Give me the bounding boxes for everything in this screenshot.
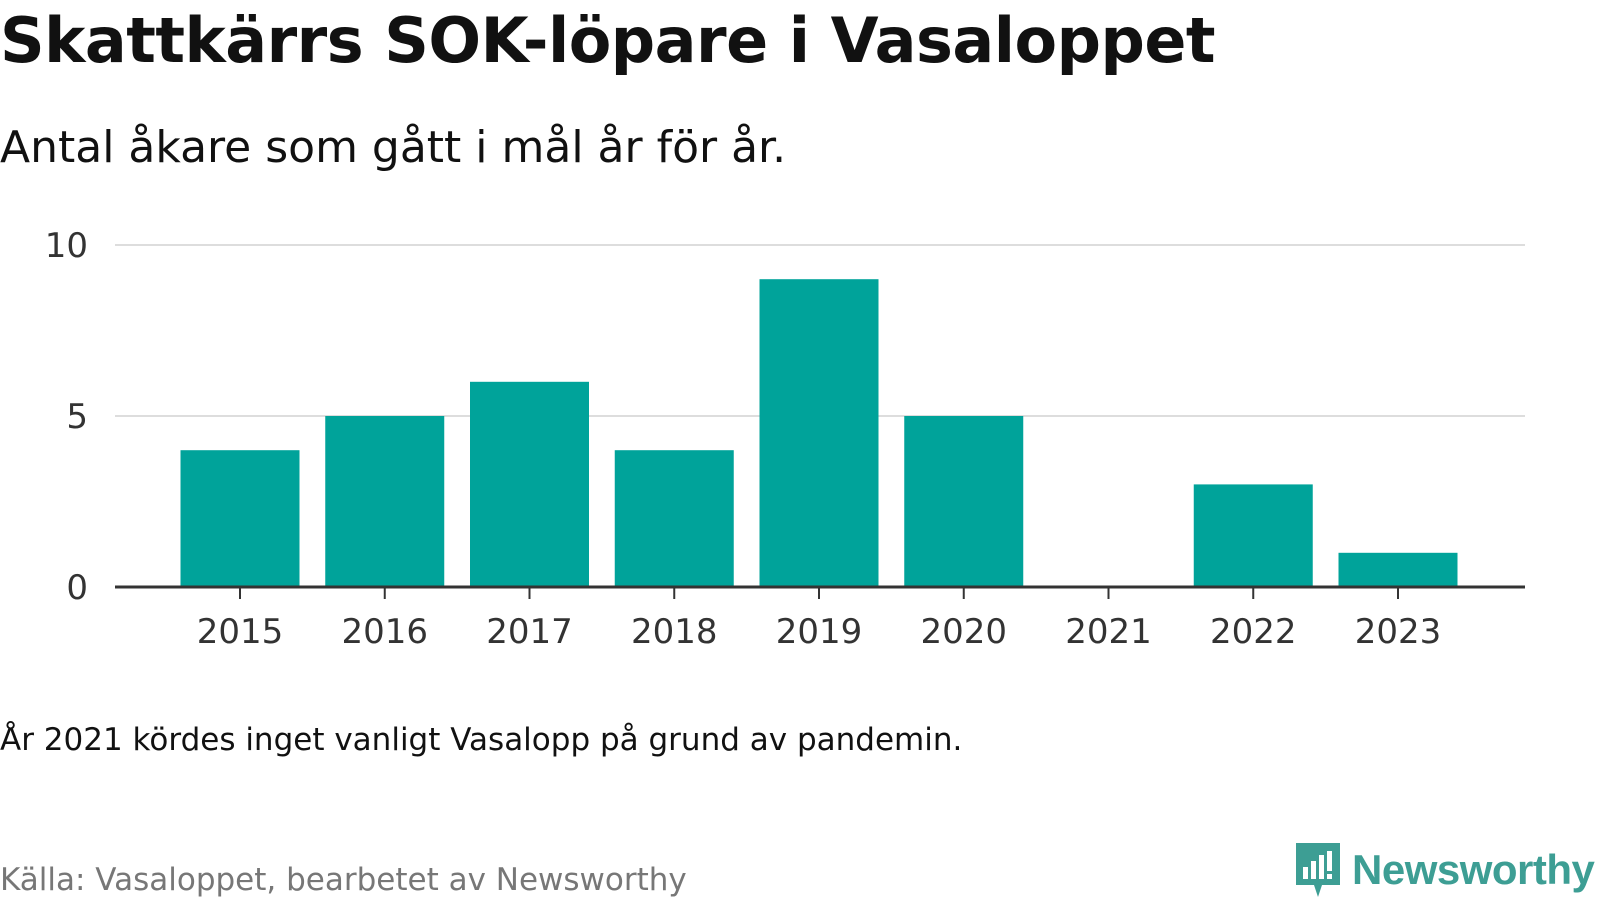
- bar-chart: 0 5 10 2015 2016 2017 2018 2019 2020 2021 2022 2023: [45, 226, 1525, 652]
- x-tick-label: 2018: [631, 612, 718, 652]
- bar-2023: [1338, 552, 1458, 587]
- bar-2015: [180, 450, 300, 587]
- bar-2020: [904, 416, 1024, 587]
- x-tick-label: 2015: [197, 612, 284, 652]
- x-tick-label: 2021: [1065, 612, 1152, 652]
- source-text: Källa: Vasaloppet, bearbetet av Newswort…: [0, 862, 687, 898]
- bar-2017: [470, 381, 589, 587]
- x-tick-label: 2020: [920, 612, 1007, 652]
- y-tick-label: 5: [66, 397, 88, 437]
- y-tick-label: 10: [45, 226, 88, 266]
- x-tick-label: 2016: [341, 612, 428, 652]
- bars: [180, 279, 1458, 587]
- newsworthy-logo[interactable]: Newsworthy: [1292, 842, 1595, 898]
- newsworthy-logo-icon: [1296, 843, 1340, 897]
- chart-note: År 2021 kördes inget vanligt Vasalopp på…: [0, 722, 963, 758]
- bar-2018: [614, 450, 734, 587]
- axes: 0 5 10 2015 2016 2017 2018 2019 2020 2021 2022 2023: [45, 226, 1525, 652]
- chart-title: Skattkärrs SOK-löpare i Vasaloppet: [0, 4, 1216, 77]
- bar-2016: [325, 416, 445, 587]
- x-tick-label: 2023: [1355, 612, 1442, 652]
- x-tick-label: 2022: [1210, 612, 1297, 652]
- bar-2022: [1193, 484, 1313, 587]
- bar-2019: [759, 279, 879, 587]
- y-tick-label: 0: [66, 568, 88, 608]
- x-tick-label: 2019: [776, 612, 863, 652]
- brand-name: Newsworthy: [1352, 846, 1595, 893]
- chart-subtitle: Antal åkare som gått i mål år för år.: [0, 122, 787, 173]
- x-tick-label: 2017: [486, 612, 573, 652]
